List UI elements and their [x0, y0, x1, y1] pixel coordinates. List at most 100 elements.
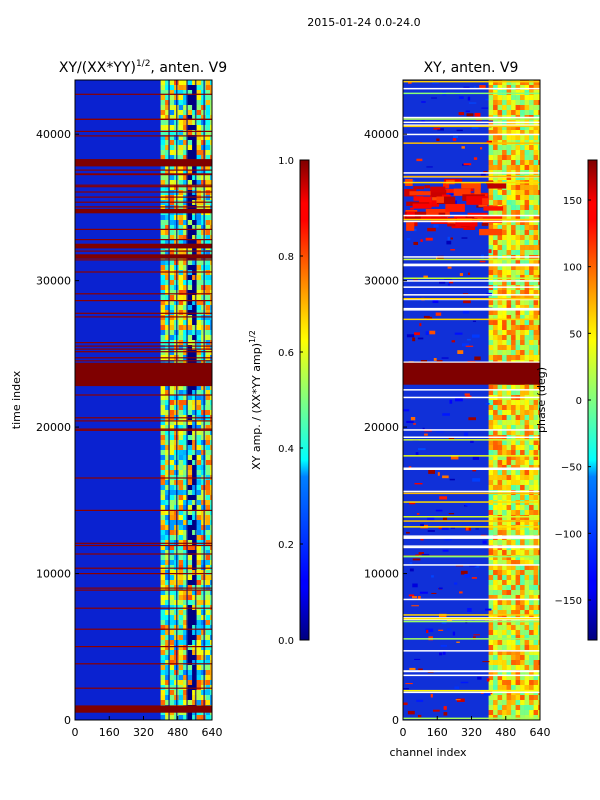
heatmap-cell	[515, 485, 521, 491]
heatmap-cell	[160, 300, 166, 306]
heatmap-cell	[488, 715, 494, 720]
heatmap-cell	[169, 495, 175, 501]
phase-noise-patch	[442, 517, 448, 521]
heatmap-cell	[169, 465, 175, 471]
heatmap-cell	[210, 650, 212, 656]
heatmap-cell	[520, 470, 525, 476]
time-line	[403, 294, 540, 296]
heatmap-cell	[210, 390, 212, 396]
heatmap-cell	[183, 230, 188, 236]
heatmap-cell	[502, 570, 507, 576]
heatmap-cell	[524, 270, 530, 276]
heatmap-cell	[183, 105, 188, 111]
heatmap-cell	[183, 150, 188, 156]
heatmap-cell	[488, 390, 494, 396]
heatmap-cell	[506, 510, 512, 516]
heatmap-cell	[178, 695, 184, 701]
heatmap-cell	[192, 570, 197, 576]
heatmap-cell	[178, 590, 184, 596]
heatmap-cell	[533, 295, 539, 301]
heatmap-cell	[205, 240, 211, 246]
heatmap-cell	[515, 560, 521, 566]
heatmap-cell	[497, 340, 503, 346]
heatmap-cell	[524, 300, 530, 306]
heatmap-cell	[515, 425, 521, 431]
heatmap-cell	[178, 175, 184, 181]
time-line	[403, 218, 540, 221]
heatmap-cell	[192, 360, 197, 366]
heatmap-cell	[178, 350, 184, 356]
heatmap-cell	[515, 715, 521, 720]
phase-warm-patch	[420, 216, 441, 220]
phase-noise-patch	[449, 399, 453, 404]
heatmap-cell	[160, 120, 166, 126]
phase-noise-patch	[420, 537, 424, 541]
heatmap-cell	[520, 240, 525, 246]
heatmap-cell	[520, 665, 525, 671]
heatmap-cell	[160, 480, 166, 486]
heatmap-cell	[192, 445, 197, 451]
heatmap-cell	[515, 295, 521, 301]
heatmap-cell	[515, 570, 521, 576]
heatmap-cell	[515, 645, 521, 651]
heatmap-cell	[192, 535, 197, 541]
heatmap-cell	[192, 235, 197, 241]
heatmap-cell	[538, 310, 540, 316]
heatmap-cell	[497, 685, 503, 691]
channel-stripe	[203, 80, 205, 720]
heatmap-cell	[506, 210, 512, 216]
heatmap-cell	[196, 395, 202, 401]
phase-noise-patch	[448, 513, 455, 515]
heatmap-cell	[488, 225, 494, 231]
heatmap-cell	[192, 450, 197, 456]
heatmap-cell	[515, 420, 521, 426]
heatmap-cell	[488, 330, 494, 336]
heatmap-cell	[497, 440, 503, 446]
heatmap-cell	[502, 610, 507, 616]
phase-noise-patch	[451, 340, 456, 343]
heatmap-cell	[520, 475, 525, 481]
heatmap-cell	[497, 590, 503, 596]
phase-noise-patch	[435, 312, 442, 316]
heatmap-cell	[205, 90, 211, 96]
phase-noise-patch	[480, 147, 483, 150]
heatmap-cell	[192, 690, 197, 696]
heatmap-cell	[524, 240, 530, 246]
heatmap-cell	[529, 525, 534, 531]
time-line	[403, 256, 540, 258]
heatmap-cell	[210, 260, 212, 266]
heatmap-cell	[502, 95, 507, 101]
heatmap-cell	[160, 670, 166, 676]
heatmap-cell	[529, 240, 534, 246]
heatmap-cell	[520, 450, 525, 456]
heatmap-cell	[187, 610, 193, 616]
phase-noise-patch	[475, 528, 479, 530]
heatmap-cell	[165, 540, 170, 546]
heatmap-cell	[169, 650, 175, 656]
heatmap-cell	[178, 190, 184, 196]
heatmap-cell	[506, 570, 512, 576]
heatmap-cell	[506, 125, 512, 131]
heatmap-cell	[524, 130, 530, 136]
heatmap-cell	[524, 425, 530, 431]
heatmap-cell	[538, 145, 540, 151]
heatmap-cell	[205, 465, 211, 471]
heatmap-cell	[210, 450, 212, 456]
heatmap-cell	[205, 615, 211, 621]
heatmap-cell	[533, 590, 539, 596]
heatmap-cell	[178, 500, 184, 506]
heatmap-cell	[196, 225, 202, 231]
heatmap-cell	[506, 145, 512, 151]
heatmap-cell	[497, 130, 503, 136]
heatmap-cell	[520, 640, 525, 646]
heatmap-cell	[196, 305, 202, 311]
heatmap-cell	[529, 710, 534, 716]
time-line	[75, 428, 212, 430]
heatmap-cell	[178, 280, 184, 286]
heatmap-cell	[502, 390, 507, 396]
heatmap-cell	[210, 265, 212, 271]
heatmap-cell	[502, 480, 507, 486]
heatmap-cell	[497, 250, 503, 256]
heatmap-cell	[178, 90, 184, 96]
phase-noise-patch	[446, 619, 452, 622]
